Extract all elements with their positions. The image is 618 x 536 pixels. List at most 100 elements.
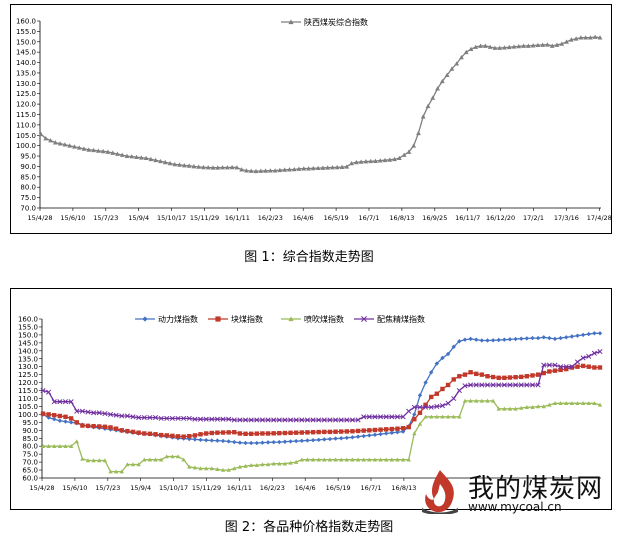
data-point [48,138,53,143]
data-point [367,433,372,438]
data-point [129,154,135,159]
data-point [51,399,57,405]
data-point [271,417,277,423]
data-point [511,44,517,49]
data-point [315,165,321,171]
data-point [463,49,469,55]
data-point [130,462,136,467]
data-point [287,167,292,172]
data-point [215,430,220,435]
data-point [321,417,327,423]
data-point [170,433,175,439]
data-point [575,364,580,369]
data-point [468,370,473,375]
data-point [215,467,220,472]
x-tick-label: 16/7/1 [359,214,380,222]
data-point [392,156,397,162]
data-point [175,434,181,439]
data-point [243,440,248,446]
data-point [248,168,254,173]
data-point [142,457,147,462]
data-point [400,429,406,434]
data-point [299,417,305,423]
data-point [563,364,569,370]
data-point [265,431,271,436]
data-point [288,430,293,436]
data-point [276,417,282,423]
y-tick-label: 120.0 [18,379,38,387]
x-tick-label: 15/7/23 [93,214,118,222]
data-point [67,143,73,148]
data-point [232,430,237,435]
data-point [378,414,384,420]
data-point [187,464,192,469]
y-tick-label: 115.0 [16,111,36,119]
data-point [444,72,450,77]
y-tick-label: 115.0 [18,387,38,395]
y-tick-label: 75.0 [22,451,38,459]
x-tick-label: 16/11/7 [455,214,480,222]
data-point [530,335,535,341]
data-point [224,165,230,170]
data-point [76,145,82,150]
data-point [372,427,378,433]
y-tick-label: 145.0 [18,339,38,347]
data-point [215,438,220,443]
data-point [485,374,490,379]
data-point [147,431,153,436]
data-point [148,156,154,162]
data-point [158,415,164,421]
data-point [113,469,119,474]
data-point [355,417,361,423]
data-point [52,140,58,145]
x-tick-label: 16/1/11 [225,214,250,222]
data-point [282,430,288,436]
series-line [40,36,601,172]
data-point [502,375,507,381]
data-point [564,366,569,372]
data-point [535,372,541,377]
data-point [592,34,598,39]
data-point [201,164,206,170]
data-point [293,430,299,435]
data-point [282,439,288,444]
data-point [330,165,335,170]
x-tick-label: 15/6/10 [60,214,85,222]
data-point [164,454,169,459]
data-point [237,431,243,436]
data-point [333,417,339,423]
data-point [513,406,518,411]
data-point [74,408,80,414]
data-point [559,41,565,46]
data-point [547,402,552,407]
data-point [496,375,501,381]
data-point [325,165,331,170]
x-tick-label: 16/4/6 [293,214,314,222]
data-point [456,387,462,394]
data-point [181,434,186,439]
data-point [387,157,393,162]
data-point [192,433,198,438]
data-point [454,61,460,66]
data-point [439,403,446,409]
variety-index-chart: 60.065.070.075.080.085.090.095.0100.0105… [18,314,603,492]
data-point [541,335,546,340]
data-point [541,362,547,368]
data-point [220,438,226,444]
data-point [113,412,119,418]
data-point [395,426,400,431]
data-point [338,429,344,434]
data-point [490,382,496,388]
data-point [209,430,214,436]
data-point [80,456,85,461]
y-tick-label: 70.0 [20,205,36,213]
data-point [516,43,522,49]
data-point [583,35,589,40]
data-point [384,427,389,432]
data-point [38,131,44,137]
y-tick-label: 140.0 [16,59,36,67]
data-point [232,439,237,445]
data-point [138,155,144,160]
data-point [288,460,293,465]
data-point [203,416,209,422]
